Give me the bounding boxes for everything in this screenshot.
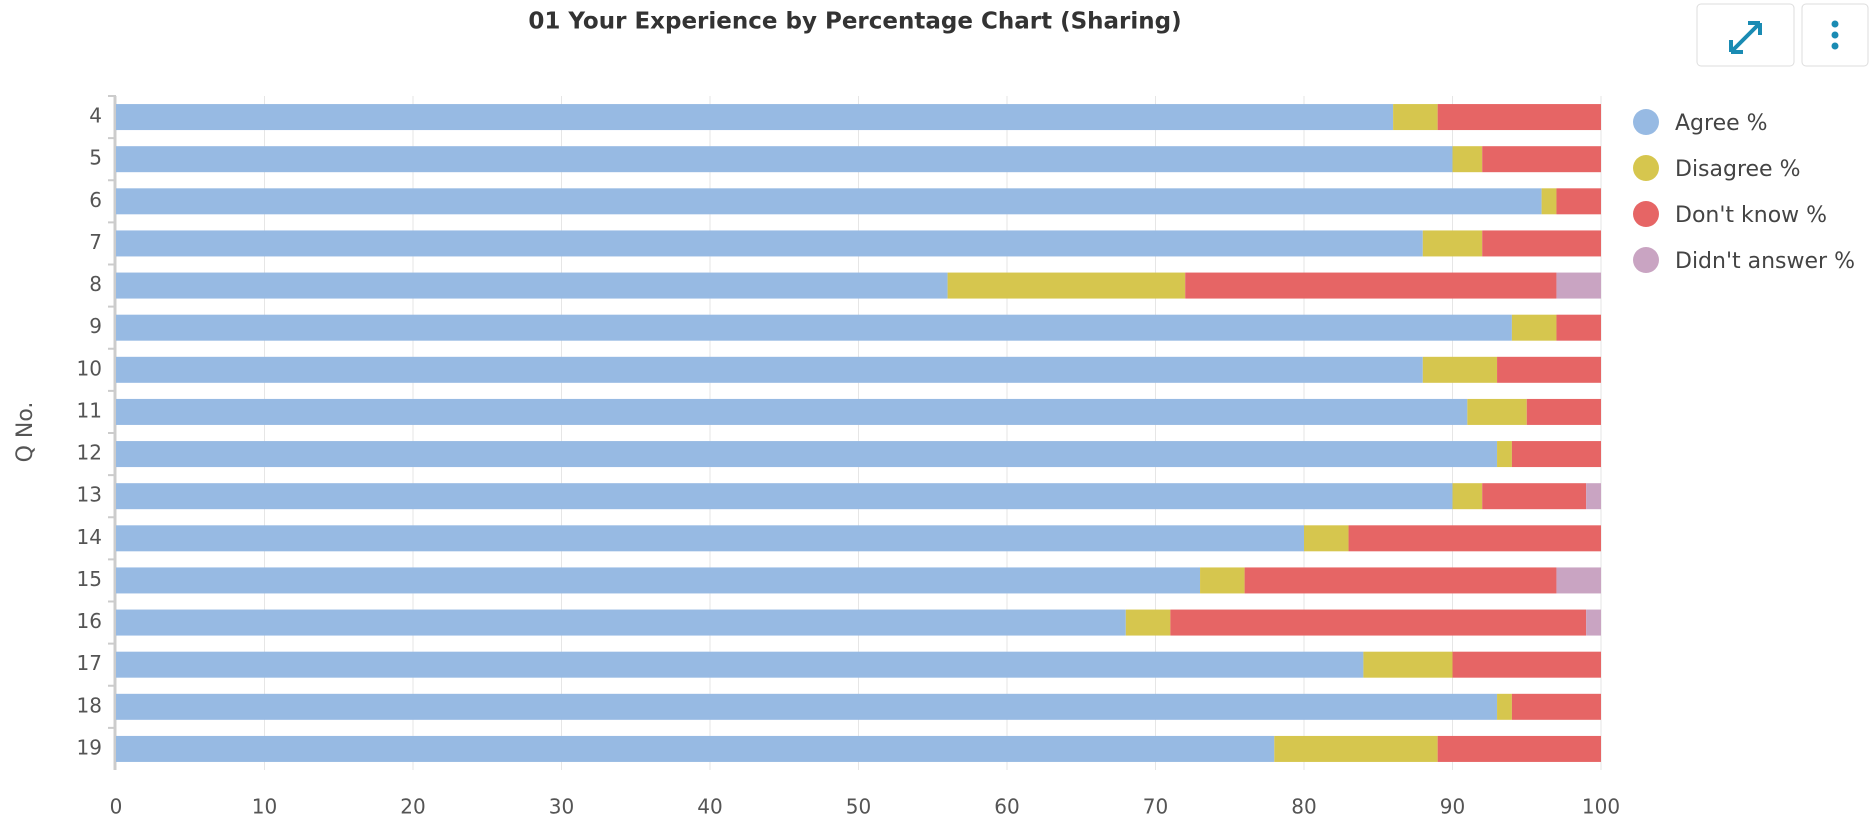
bar-segment [1541, 188, 1557, 215]
legend-marker [1633, 109, 1659, 135]
menu-dot [1831, 31, 1839, 39]
y-tick-label: 4 [89, 104, 102, 128]
y-tick-label: 17 [77, 651, 102, 675]
bar-segment [116, 525, 1304, 552]
bar-segment [1452, 483, 1483, 510]
bar-segment [1467, 398, 1527, 425]
bar-segment [1348, 525, 1601, 552]
y-tick-label: 8 [89, 272, 102, 296]
bar-segment [116, 104, 1394, 131]
menu-dot [1831, 20, 1839, 28]
bar-segment [1556, 567, 1601, 594]
y-tick-label: 13 [77, 483, 102, 507]
bar-segment [1526, 398, 1601, 425]
bar-segment [116, 272, 948, 299]
y-tick-label: 6 [89, 188, 102, 212]
bar-segment [1586, 483, 1601, 510]
bar-segment [116, 441, 1498, 468]
bar-segment [116, 651, 1364, 678]
bar-segment [1556, 272, 1601, 299]
bar-segment [1422, 230, 1483, 257]
y-axis-label: Q No. [13, 402, 38, 463]
legend-label: Didn't answer % [1675, 249, 1855, 274]
x-tick-label: 50 [846, 795, 871, 819]
bar-segment [116, 188, 1542, 215]
y-tick-label: 10 [77, 356, 102, 380]
bar-segment [1497, 356, 1601, 383]
bar-segment [116, 609, 1126, 636]
bar-segment [1497, 441, 1512, 468]
y-tick-label: 18 [77, 693, 102, 717]
expand-icon [1729, 21, 1762, 54]
bar-segment [1556, 188, 1601, 215]
y-tick-label: 12 [77, 441, 102, 465]
bar-segment [116, 735, 1275, 762]
legend-label: Disagree % [1675, 157, 1801, 182]
x-tick-label: 90 [1440, 795, 1465, 819]
bar-segment [1125, 609, 1171, 636]
y-tick-label: 15 [77, 567, 102, 591]
bar-segment [1452, 146, 1483, 173]
menu-button[interactable] [1801, 3, 1869, 67]
y-tick-label: 14 [77, 525, 102, 549]
y-tick-label: 11 [77, 398, 102, 422]
bar-segment [116, 314, 1512, 341]
bar-segment [116, 483, 1453, 510]
bar-segment [1185, 272, 1557, 299]
bar-segment [116, 356, 1423, 383]
legend-label: Don't know % [1675, 203, 1827, 228]
bar-segment [1244, 567, 1557, 594]
bar-segment [1511, 693, 1601, 720]
x-tick-label: 20 [400, 795, 425, 819]
x-tick-label: 30 [549, 795, 574, 819]
bar-segment [1437, 104, 1601, 131]
bar-segment [947, 272, 1186, 299]
bar-segment [1393, 104, 1438, 131]
x-tick-label: 10 [252, 795, 277, 819]
y-tick-label: 16 [77, 609, 102, 633]
bar-segment [116, 230, 1423, 257]
bar-segment [1556, 314, 1601, 341]
bar-segment [1586, 609, 1601, 636]
legend-marker [1633, 155, 1659, 181]
x-tick-label: 100 [1582, 795, 1620, 819]
y-tick-label: 5 [89, 146, 102, 170]
bar-segment [1482, 230, 1601, 257]
bar-segment [1482, 483, 1587, 510]
bar-segment [1511, 441, 1601, 468]
bar-segment [116, 567, 1201, 594]
bar-segment [1437, 735, 1601, 762]
y-tick-label: 7 [89, 230, 102, 254]
bar-segment [1482, 146, 1601, 173]
bar-segment [116, 398, 1468, 425]
bar-segment [1497, 693, 1512, 720]
bar-segment [1274, 735, 1438, 762]
x-tick-label: 80 [1291, 795, 1316, 819]
bar-segment [116, 146, 1453, 173]
bar-segment [1452, 651, 1601, 678]
x-tick-label: 40 [697, 795, 722, 819]
x-tick-label: 0 [110, 795, 123, 819]
x-tick-label: 70 [1143, 795, 1168, 819]
x-tick-label: 60 [994, 795, 1019, 819]
legend-marker [1633, 247, 1659, 273]
menu-dot [1831, 42, 1839, 50]
y-tick-label: 9 [89, 314, 102, 338]
y-tick-label: 19 [77, 735, 102, 759]
expand-button[interactable] [1696, 3, 1795, 67]
bar-segment [1511, 314, 1557, 341]
chart-title: 01 Your Experience by Percentage Chart (… [528, 9, 1181, 35]
bar-segment [1304, 525, 1349, 552]
bar-segment [1200, 567, 1245, 594]
bar-segment [1170, 609, 1587, 636]
legend-label: Agree % [1675, 111, 1768, 136]
legend-marker [1633, 201, 1659, 227]
bar-segment [116, 693, 1498, 720]
bar-segment [1422, 356, 1498, 383]
bar-segment [1363, 651, 1453, 678]
